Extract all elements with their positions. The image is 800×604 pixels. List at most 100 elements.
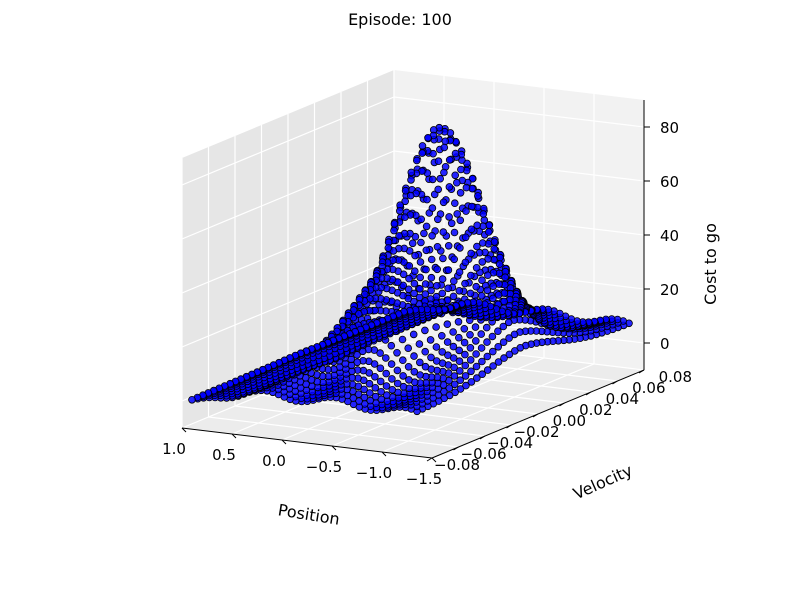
grid-line-y	[234, 405, 486, 437]
tick-mark	[612, 380, 618, 385]
scatter-point	[420, 229, 428, 238]
grid-line-z	[181, 258, 395, 348]
scatter-point	[472, 374, 481, 382]
scatter-point	[399, 372, 407, 380]
scatter-point	[477, 344, 486, 352]
y-tick-label: 0.04	[606, 390, 639, 408]
scatter-point	[453, 210, 462, 218]
scatter-point	[188, 395, 196, 404]
scatter-point	[422, 246, 431, 255]
scatter-point	[488, 332, 497, 341]
scatter-point	[443, 338, 452, 346]
scatter-point	[478, 357, 486, 366]
scatter-point	[460, 338, 469, 347]
scatter-point	[444, 351, 452, 360]
scatter-point	[376, 377, 385, 386]
scatter-point	[472, 282, 481, 291]
scatter-point	[384, 244, 393, 252]
scatter-point	[377, 387, 385, 396]
scatter-point	[494, 291, 503, 299]
tick-mark	[638, 369, 645, 374]
scatter-point	[428, 232, 436, 240]
scatter-point	[410, 367, 419, 376]
scatter-point	[456, 376, 465, 385]
scatter-point	[460, 324, 469, 333]
scatter-point	[477, 330, 486, 338]
scatter-point	[477, 291, 486, 300]
scatter-point	[443, 320, 452, 329]
scatter-point	[401, 213, 409, 222]
scatter-point	[444, 284, 452, 293]
scatter-point	[393, 379, 402, 388]
scatter-point	[444, 266, 453, 274]
scatter-point	[371, 383, 380, 392]
scatter-point	[433, 243, 442, 251]
scatter-point	[466, 271, 475, 280]
scatter-point	[436, 174, 445, 183]
scatter-point	[466, 289, 475, 298]
scatter-point	[376, 364, 385, 373]
scatter-point	[395, 207, 404, 215]
y-tick-label: 0.08	[659, 368, 692, 386]
scatter-point	[410, 267, 419, 276]
scatter-point	[494, 342, 503, 351]
scatter-point	[505, 350, 514, 359]
tick-mark	[506, 424, 512, 429]
scatter-point	[423, 195, 431, 204]
tick-mark	[331, 445, 337, 451]
grid-line-y	[208, 416, 459, 448]
scatter-point	[457, 165, 465, 174]
scatter-point	[472, 350, 480, 358]
scatter-point	[422, 222, 431, 231]
scatter-point	[432, 281, 441, 290]
scatter-point	[422, 265, 430, 274]
scatter-point	[390, 220, 399, 228]
scatter-point	[451, 171, 460, 180]
scatter-point	[501, 273, 509, 282]
grid-line-z	[393, 96, 645, 128]
scatter-point	[478, 370, 487, 379]
scatter-point	[466, 330, 474, 339]
scatter-point	[499, 338, 508, 347]
scatter-point	[407, 176, 415, 184]
scatter-point	[393, 366, 402, 375]
scatter-point	[449, 277, 458, 285]
y-tick-label: −0.02	[514, 423, 560, 441]
x-tick-label: 1.0	[162, 440, 186, 458]
scatter-point	[438, 348, 447, 356]
scatter-point	[455, 367, 464, 375]
scatter-point	[484, 228, 493, 236]
scatter-point	[479, 210, 488, 218]
scatter-point	[410, 289, 418, 298]
tick-mark	[281, 439, 287, 445]
scatter-point	[495, 260, 504, 268]
scatter-point	[405, 274, 413, 283]
scatter-point	[393, 348, 401, 357]
scatter-point	[387, 341, 396, 350]
scatter-point	[405, 376, 413, 384]
scatter-point	[455, 357, 464, 366]
scatter-point	[407, 168, 416, 177]
tick-mark	[231, 433, 237, 439]
scatter-point	[440, 143, 449, 152]
scatter-point	[467, 249, 475, 258]
scatter-point	[445, 213, 453, 221]
z-tick-label: 0	[660, 335, 670, 353]
x-tick-label: 0.0	[262, 452, 286, 470]
scatter-point	[456, 385, 465, 393]
scatter-point	[467, 202, 476, 211]
scatter-point	[365, 389, 374, 397]
scatter-point	[452, 178, 461, 187]
scatter-point	[489, 282, 498, 291]
scatter-point	[360, 393, 369, 402]
scatter-point	[484, 255, 492, 263]
scatter-point	[490, 245, 499, 253]
scatter-point	[426, 336, 435, 344]
scatter-point	[399, 281, 408, 290]
scatter-point	[404, 362, 413, 371]
scatter-point	[451, 149, 460, 158]
tick-mark	[559, 402, 565, 407]
scatter-point	[433, 215, 442, 224]
scatter-point	[438, 289, 447, 298]
